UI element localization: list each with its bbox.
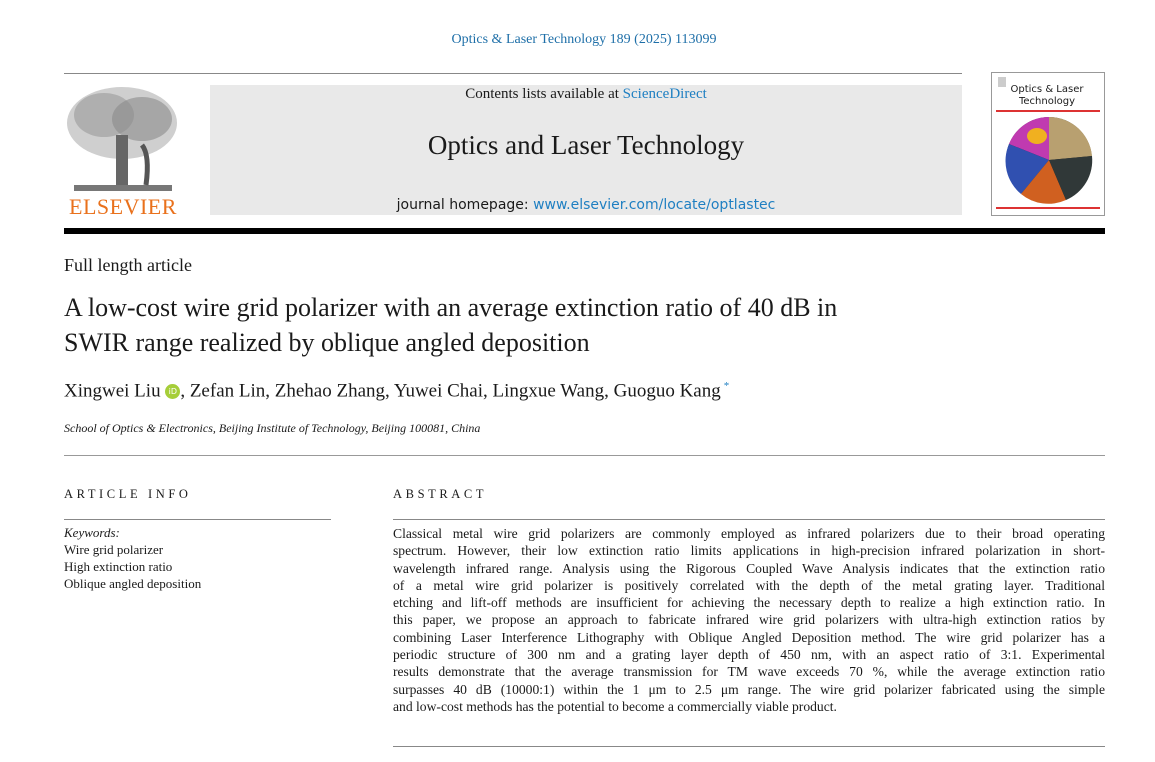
cover-rule <box>996 110 1100 112</box>
sciencedirect-link[interactable]: ScienceDirect <box>622 86 707 102</box>
cover-image <box>1005 116 1093 204</box>
keywords: Keywords: Wire grid polarizer High extin… <box>64 524 201 592</box>
divider <box>393 746 1105 747</box>
journal-cover[interactable]: Optics & Laser Technology <box>991 72 1105 216</box>
corresponding-author-mark[interactable]: * <box>723 380 730 392</box>
title-line: SWIR range realized by oblique angled de… <box>64 328 590 357</box>
abstract-line: periodic structure of 300 nm and a grati… <box>393 647 1105 663</box>
author-list: Xingwei Liu iD, Zefan Lin, Zhehao Zhang,… <box>64 380 730 402</box>
abstract-line: spectrum. However, their low extinction … <box>393 543 1105 559</box>
abstract-line: etching and lift-off methods are insuffi… <box>393 595 1105 611</box>
abstract-line: results demonstrate that the average tra… <box>393 664 1105 680</box>
divider <box>64 73 962 74</box>
keyword: Wire grid polarizer <box>64 542 164 557</box>
header-rule <box>64 228 1105 234</box>
article-type: Full length article <box>64 255 192 275</box>
abstract-text: Classical metal wire grid polarizers are… <box>393 525 1105 715</box>
divider <box>64 519 331 520</box>
author-name[interactable]: Xingwei Liu <box>64 380 161 402</box>
abstract-line: of a metal wire grid polarizer is positi… <box>393 577 1105 593</box>
article-title: A low-cost wire grid polarizer with an a… <box>64 290 1014 360</box>
journal-citation[interactable]: Optics & Laser Technology 189 (2025) 113… <box>0 32 1155 48</box>
abstract-line: surpasses 40 dB (10000:1) within the 1 μ… <box>393 681 1105 697</box>
citation-link[interactable]: Optics & Laser Technology 189 (2025) 113… <box>451 32 717 47</box>
contents-text: Contents lists available at <box>465 86 623 102</box>
divider <box>393 519 1105 520</box>
contents-line: Contents lists available at ScienceDirec… <box>210 86 962 103</box>
abstract-line: and low-cost methods has the potential t… <box>393 698 837 714</box>
elsevier-logo: ELSEVIER <box>64 85 182 219</box>
affiliation: School of Optics & Electronics, Beijing … <box>64 421 481 435</box>
cover-title: Optics & Laser Technology <box>1010 84 1084 107</box>
journal-homepage: journal homepage: www.elsevier.com/locat… <box>210 197 962 213</box>
keyword: High extinction ratio <box>64 559 173 574</box>
abstract-line: Classical metal wire grid polarizers are… <box>393 526 1105 541</box>
journal-banner <box>210 85 962 215</box>
abstract-line: wavelength infrared range. Analysis usin… <box>393 560 1105 576</box>
title-line: A low-cost wire grid polarizer with an a… <box>64 293 838 322</box>
journal-title: Optics and Laser Technology <box>427 130 745 160</box>
author-name[interactable]: Guoguo Kang <box>613 380 721 402</box>
abstract-line: combining Laser Interference Lithography… <box>393 629 1105 645</box>
abstract-heading: ABSTRACT <box>393 487 488 501</box>
homepage-link[interactable]: www.elsevier.com/locate/optlastec <box>533 197 776 213</box>
keywords-label: Keywords: <box>64 525 120 540</box>
keyword: Oblique angled deposition <box>64 576 202 591</box>
cover-rule-bottom <box>996 207 1100 209</box>
divider <box>64 455 1105 456</box>
homepage-label: journal homepage: <box>396 197 534 213</box>
elsevier-tree-icon <box>64 85 182 193</box>
orcid-icon[interactable]: iD <box>165 384 181 400</box>
author-name[interactable]: Zhehao Zhang <box>274 380 386 402</box>
abstract-line: this paper, we propose an approach to fa… <box>393 612 1105 628</box>
author-name[interactable]: Lingxue Wang <box>492 380 605 402</box>
article-info-heading: ARTICLE INFO <box>64 487 192 501</box>
author-name[interactable]: Zefan Lin <box>189 380 266 402</box>
author-name[interactable]: Yuwei Chai <box>393 380 484 402</box>
cover-logo-icon <box>998 77 1006 87</box>
elsevier-wordmark: ELSEVIER <box>69 194 177 219</box>
